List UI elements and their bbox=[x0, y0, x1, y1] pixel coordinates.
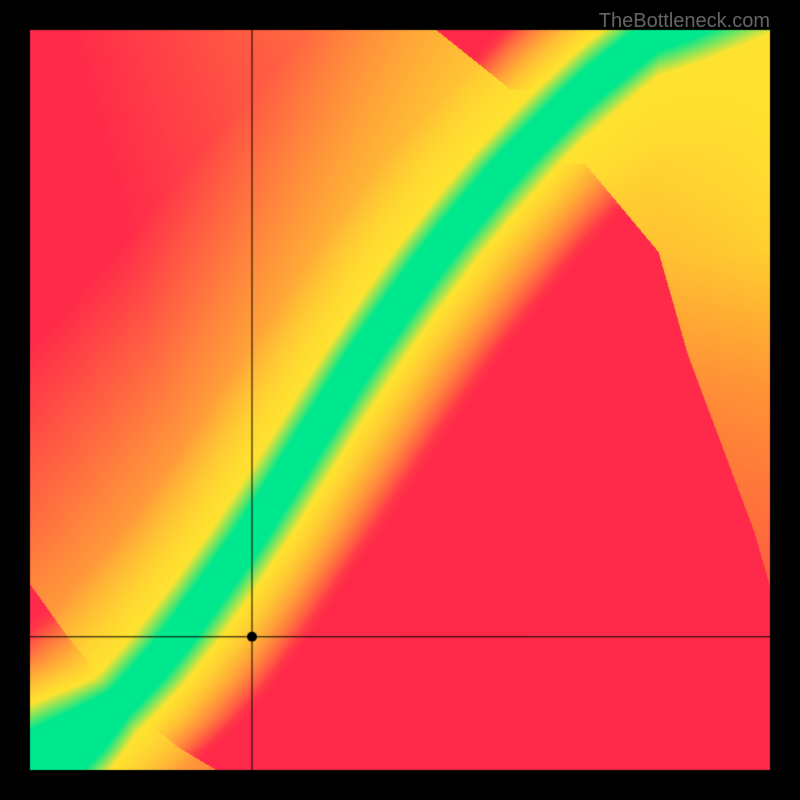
watermark-text: TheBottleneck.com bbox=[599, 10, 770, 33]
chart-container: TheBottleneck.com bbox=[0, 0, 800, 800]
heatmap-canvas bbox=[0, 0, 800, 800]
